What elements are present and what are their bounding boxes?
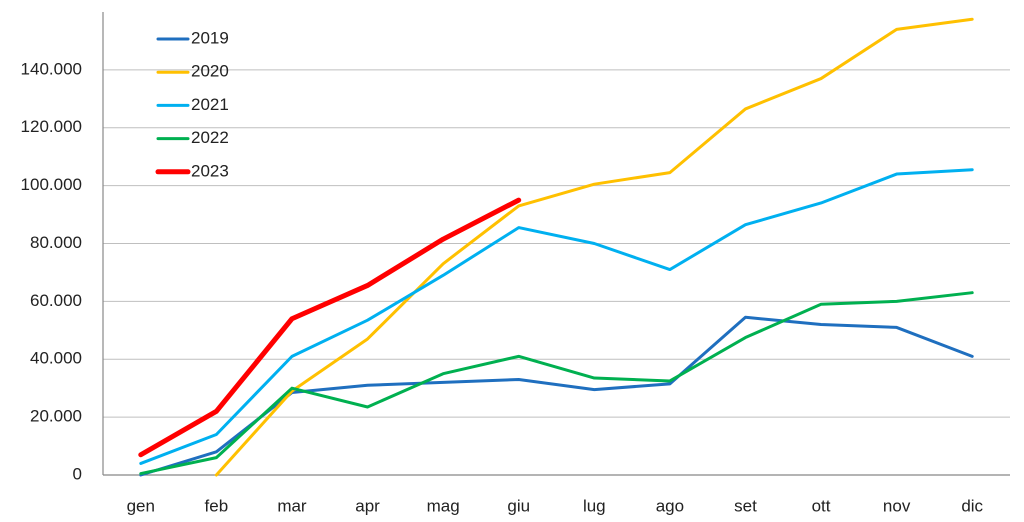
legend-label: 2022: [191, 128, 229, 147]
y-tick-label: 40.000: [30, 349, 82, 368]
x-tick-label: nov: [883, 496, 911, 515]
y-tick-label: 80.000: [30, 233, 82, 252]
x-tick-label: gen: [127, 496, 155, 515]
x-tick-label: mag: [427, 496, 460, 515]
legend-label: 2019: [191, 28, 229, 47]
x-tick-label: set: [734, 496, 757, 515]
series-line: [139, 291, 974, 476]
x-tick-label: ott: [812, 496, 831, 515]
x-tick-label: feb: [205, 496, 229, 515]
y-tick-label: 100.000: [21, 175, 82, 194]
legend-label: 2023: [191, 161, 229, 180]
series-line: [139, 315, 974, 477]
legend-label: 2020: [191, 62, 229, 81]
x-tick-label: lug: [583, 496, 606, 515]
y-tick-label: 60.000: [30, 291, 82, 310]
y-tick-label: 140.000: [21, 59, 82, 78]
x-tick-label: mar: [277, 496, 307, 515]
x-tick-label: apr: [355, 496, 380, 515]
y-tick-label: 120.000: [21, 117, 82, 136]
legend-label: 2021: [191, 95, 229, 114]
x-tick-label: dic: [961, 496, 983, 515]
y-tick-label: 20.000: [30, 407, 82, 426]
x-tick-label: ago: [656, 496, 684, 515]
x-tick-label: giu: [507, 496, 530, 515]
series-line: [139, 168, 974, 465]
series-line: [138, 197, 522, 458]
series-line: [214, 17, 974, 477]
y-tick-label: 0: [73, 464, 82, 483]
